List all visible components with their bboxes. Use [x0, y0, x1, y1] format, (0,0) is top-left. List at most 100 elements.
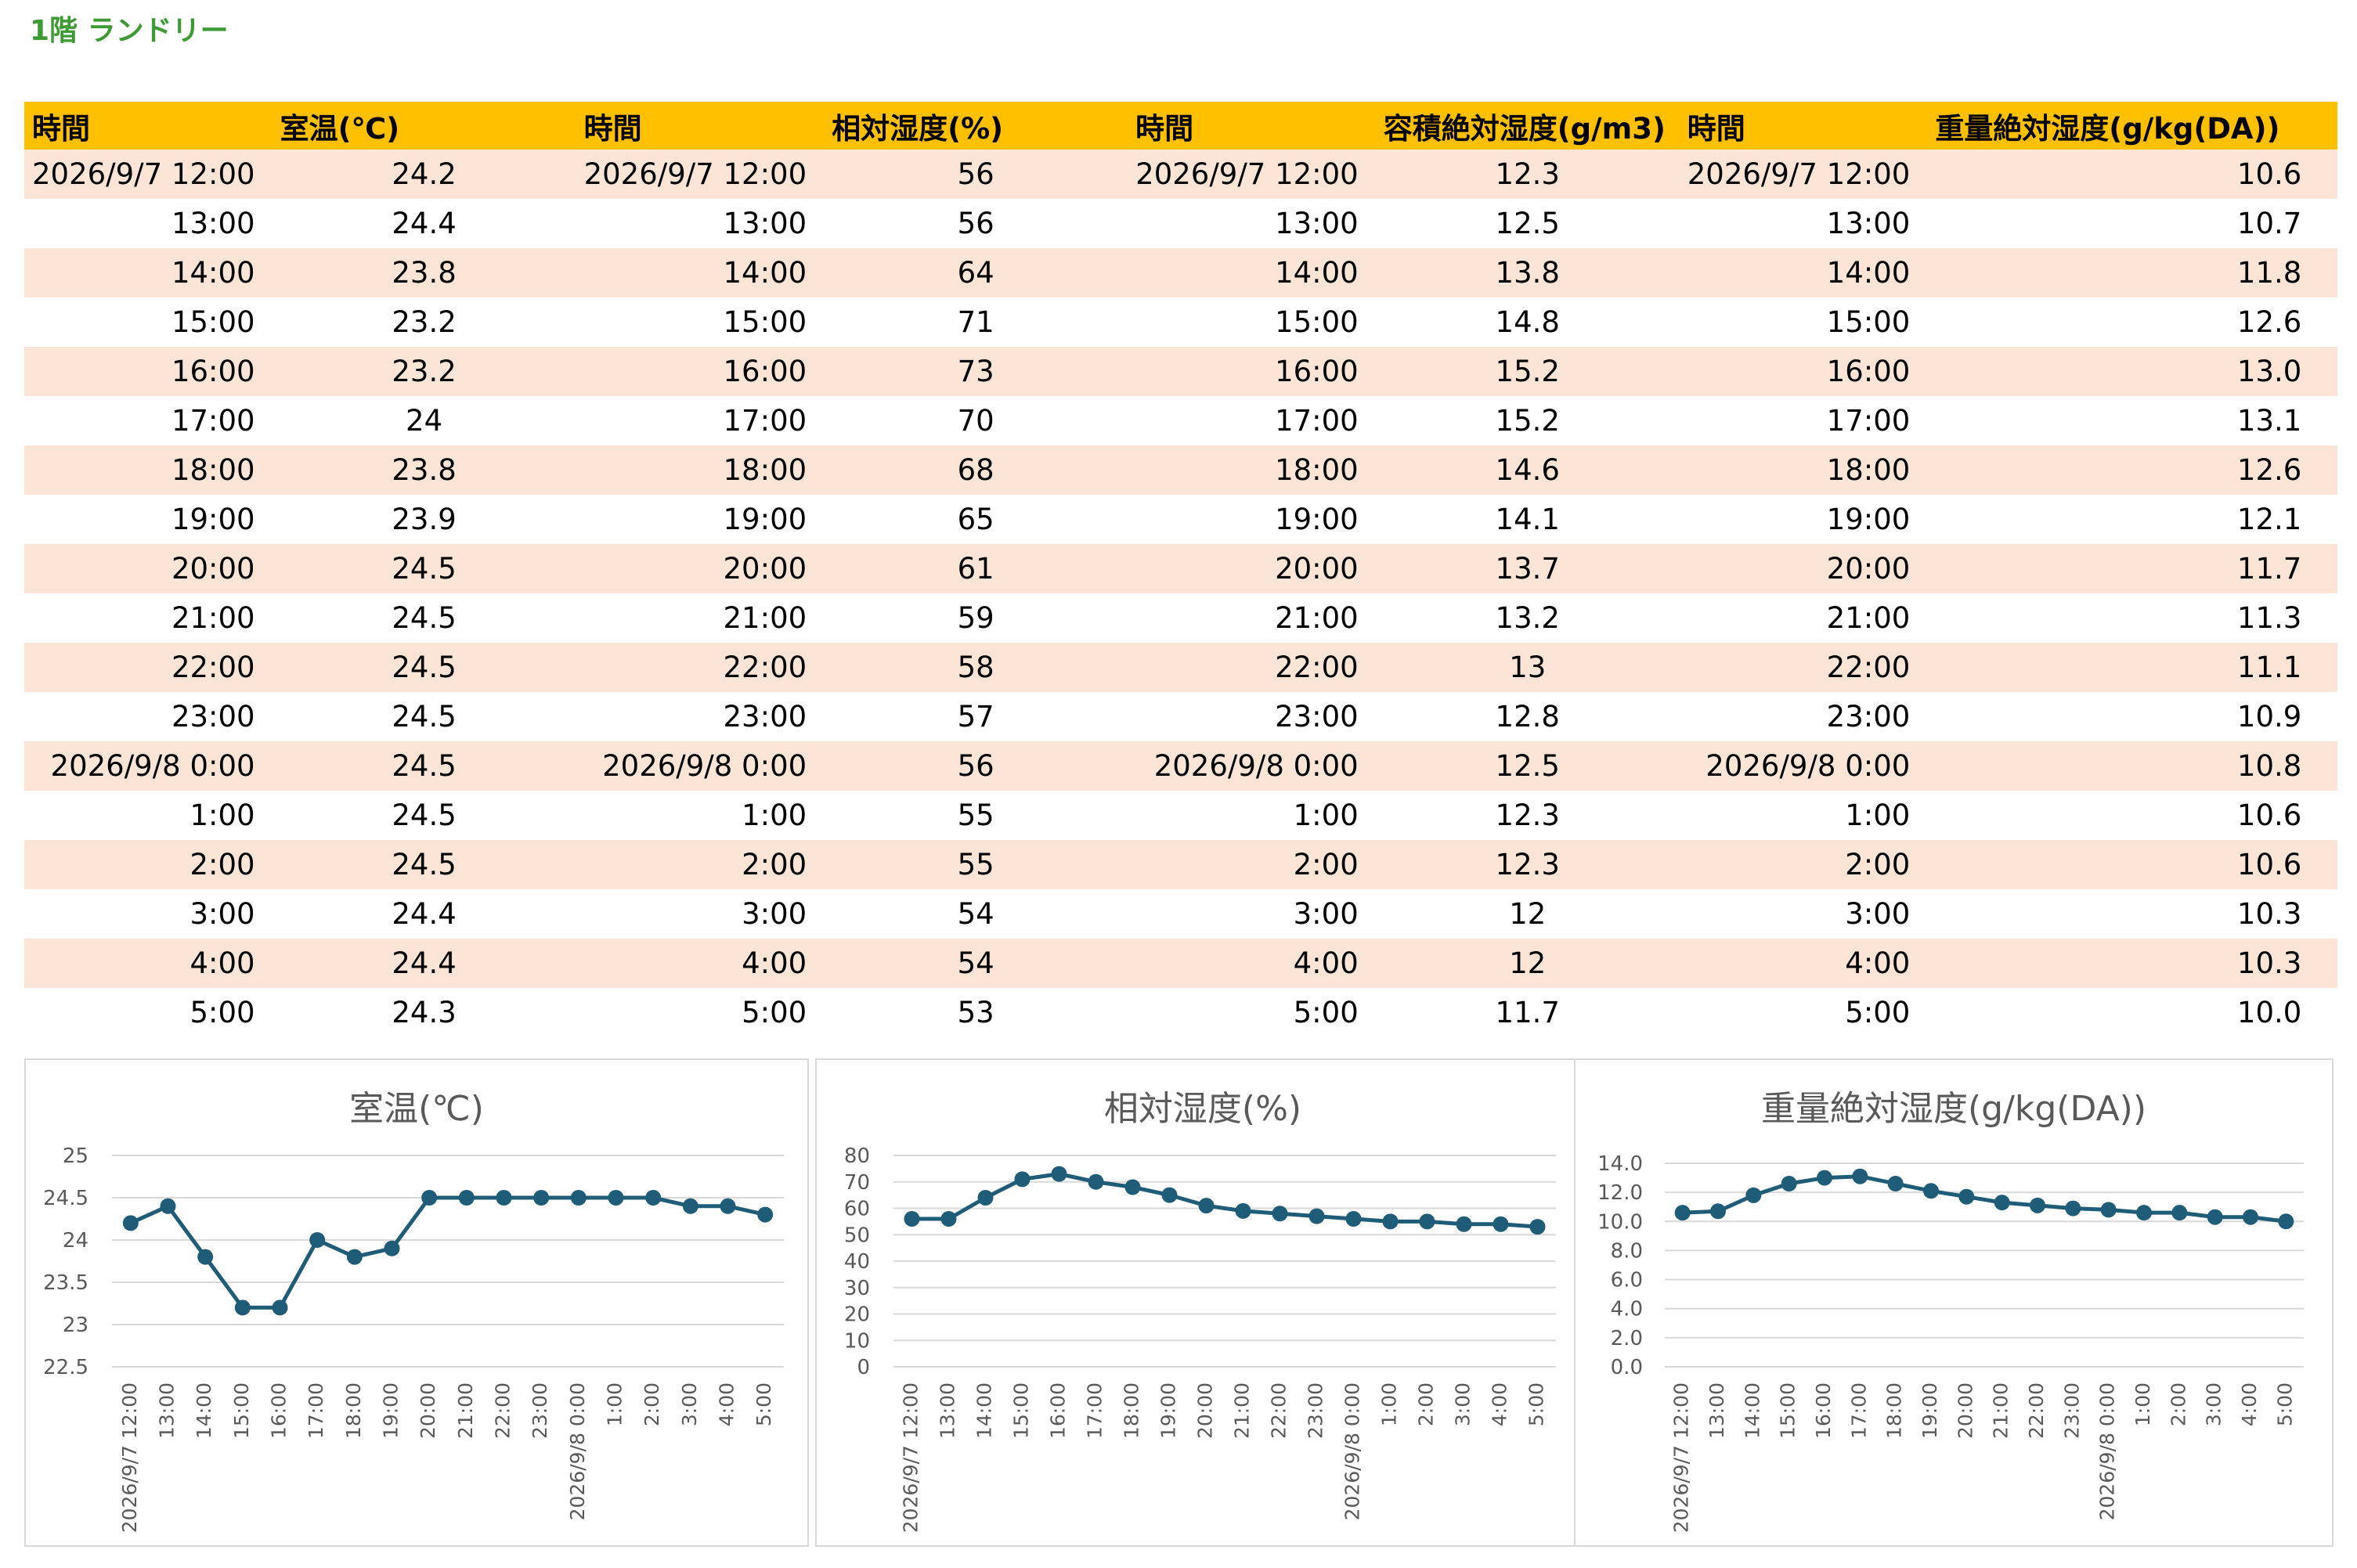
y-tick-label: 50 [844, 1224, 870, 1247]
data-point[interactable] [757, 1206, 774, 1223]
data-point[interactable] [977, 1190, 994, 1206]
time-cell: 2026/9/7 12:00 [1679, 150, 1928, 199]
chart-title: 重量絶対湿度(g/kg(DA)) [1760, 1089, 2147, 1129]
data-point[interactable] [1419, 1213, 1435, 1230]
time-cell: 1:00 [576, 791, 825, 840]
data-point[interactable] [1493, 1216, 1509, 1232]
x-tick-label: 17:00 [1847, 1382, 1870, 1439]
data-point[interactable] [2065, 1200, 2081, 1217]
data-point[interactable] [1235, 1202, 1251, 1219]
data-point[interactable] [272, 1299, 288, 1316]
data-point[interactable] [608, 1190, 624, 1206]
data-point[interactable] [720, 1198, 736, 1214]
table-header-row: 時間 室温(℃) 時間 相対湿度(%) 時間 容積絶対湿度(g/m3) 時間 重… [24, 102, 2338, 150]
data-point[interactable] [2100, 1202, 2117, 1218]
data-point[interactable] [1852, 1168, 1868, 1184]
data-point[interactable] [160, 1198, 176, 1214]
value-cell: 24.4 [272, 889, 576, 939]
value-cell: 24.5 [272, 643, 576, 692]
table-row: 22:00 24.5 22:00 58 22:00 13 22:00 11.1 [24, 643, 2338, 692]
time-cell: 15:00 [24, 297, 273, 347]
data-point[interactable] [421, 1190, 438, 1206]
data-point[interactable] [197, 1249, 214, 1265]
data-point[interactable] [570, 1190, 587, 1206]
data-point[interactable] [2207, 1209, 2223, 1225]
value-cell: 24.3 [272, 988, 576, 1037]
data-point[interactable] [904, 1211, 920, 1227]
chart-room-temp[interactable]: 室温(℃) 22.5 23 23.5 24 24.5 25 2026/9/7 12:00 13… [24, 1058, 809, 1547]
data-point[interactable] [496, 1190, 512, 1206]
value-cell: 24.5 [272, 791, 576, 840]
data-point[interactable] [1781, 1176, 1797, 1191]
y-tick-label: 24 [63, 1229, 88, 1253]
data-point[interactable] [2136, 1205, 2152, 1221]
data-point[interactable] [1710, 1203, 1726, 1220]
data-point[interactable] [1817, 1170, 1832, 1186]
data-point[interactable] [533, 1190, 550, 1206]
chart-relative-humidity[interactable]: 相対湿度(%) 0 10 20 30 40 50 60 70 80 2026/9/7 12:00 1… [815, 1058, 1590, 1547]
data-point[interactable] [1887, 1176, 1904, 1191]
value-cell: 23.2 [272, 347, 576, 396]
time-cell: 15:00 [1679, 297, 1928, 347]
time-cell: 5:00 [1679, 988, 1928, 1037]
value-cell: 11.7 [1927, 544, 2338, 593]
chart-weight-humidity[interactable]: 重量絶対湿度(g/kg(DA)) 0.0 2.0 4.0 6.0 8.0 10.0 12.0… [1574, 1058, 2334, 1547]
data-point[interactable] [1958, 1188, 1975, 1205]
data-point[interactable] [384, 1240, 400, 1256]
value-cell: 11.1 [1927, 643, 2338, 692]
data-point[interactable] [1994, 1195, 2010, 1211]
value-cell: 10.8 [1927, 741, 2338, 791]
data-point[interactable] [1014, 1171, 1031, 1188]
value-cell: 10.9 [1927, 692, 2338, 741]
y-tick-label: 40 [844, 1250, 870, 1274]
data-point[interactable] [1529, 1219, 1546, 1235]
time-cell: 19:00 [1679, 495, 1928, 544]
time-cell: 21:00 [576, 593, 825, 643]
x-tick-label: 23:00 [1305, 1382, 1327, 1439]
data-point[interactable] [682, 1198, 698, 1214]
y-tick-label: 8.0 [1611, 1239, 1643, 1263]
data-point[interactable] [645, 1190, 662, 1206]
table-row: 1:00 24.5 1:00 55 1:00 12.3 1:00 10.6 [24, 791, 2338, 840]
time-cell: 16:00 [1128, 347, 1376, 396]
data-point[interactable] [1198, 1198, 1215, 1214]
data-point[interactable] [2243, 1209, 2258, 1225]
header-weight-humidity: 重量絶対湿度(g/kg(DA)) [1927, 102, 2338, 150]
x-tick-label: 21:00 [1990, 1382, 2012, 1439]
data-point[interactable] [1382, 1213, 1399, 1230]
data-point[interactable] [1124, 1179, 1141, 1195]
table-row: 2026/9/8 0:00 24.5 2026/9/8 0:00 56 2026/9/8… [24, 741, 2338, 791]
data-point[interactable] [122, 1215, 139, 1231]
chart-title: 相対湿度(%) [1103, 1089, 1302, 1129]
data-point[interactable] [1161, 1187, 1178, 1203]
data-point[interactable] [1272, 1206, 1288, 1222]
value-cell: 12.5 [1375, 199, 1680, 248]
data-point[interactable] [1345, 1211, 1362, 1227]
value-cell: 14.6 [1375, 445, 1680, 495]
data-point[interactable] [346, 1249, 363, 1265]
data-point[interactable] [234, 1299, 251, 1316]
data-point[interactable] [1051, 1166, 1067, 1182]
data-table: 時間 室温(℃) 時間 相対湿度(%) 時間 容積絶対湿度(g/m3) 時間 重… [24, 102, 2338, 1037]
series-line [1682, 1174, 2287, 1224]
data-point[interactable] [309, 1232, 326, 1248]
data-point[interactable] [1674, 1205, 1691, 1221]
data-point[interactable] [1456, 1216, 1472, 1232]
data-point[interactable] [2171, 1205, 2188, 1221]
time-cell: 16:00 [24, 347, 273, 396]
data-point[interactable] [1088, 1173, 1104, 1190]
table-row: 17:00 24 17:00 70 17:00 15.2 17:00 13.1 [24, 396, 2338, 445]
data-point[interactable] [1923, 1183, 1939, 1199]
data-point[interactable] [2278, 1213, 2294, 1230]
data-point[interactable] [940, 1211, 957, 1227]
time-cell: 2:00 [1128, 840, 1376, 889]
y-tick-label: 24.5 [43, 1187, 88, 1210]
data-point[interactable] [458, 1190, 475, 1206]
value-cell: 57 [824, 692, 1128, 741]
value-cell: 23.9 [272, 495, 576, 544]
time-cell: 19:00 [576, 495, 825, 544]
value-cell: 24.5 [272, 593, 576, 643]
data-point[interactable] [1308, 1208, 1325, 1224]
data-point[interactable] [1745, 1187, 1762, 1203]
data-point[interactable] [2030, 1197, 2045, 1213]
